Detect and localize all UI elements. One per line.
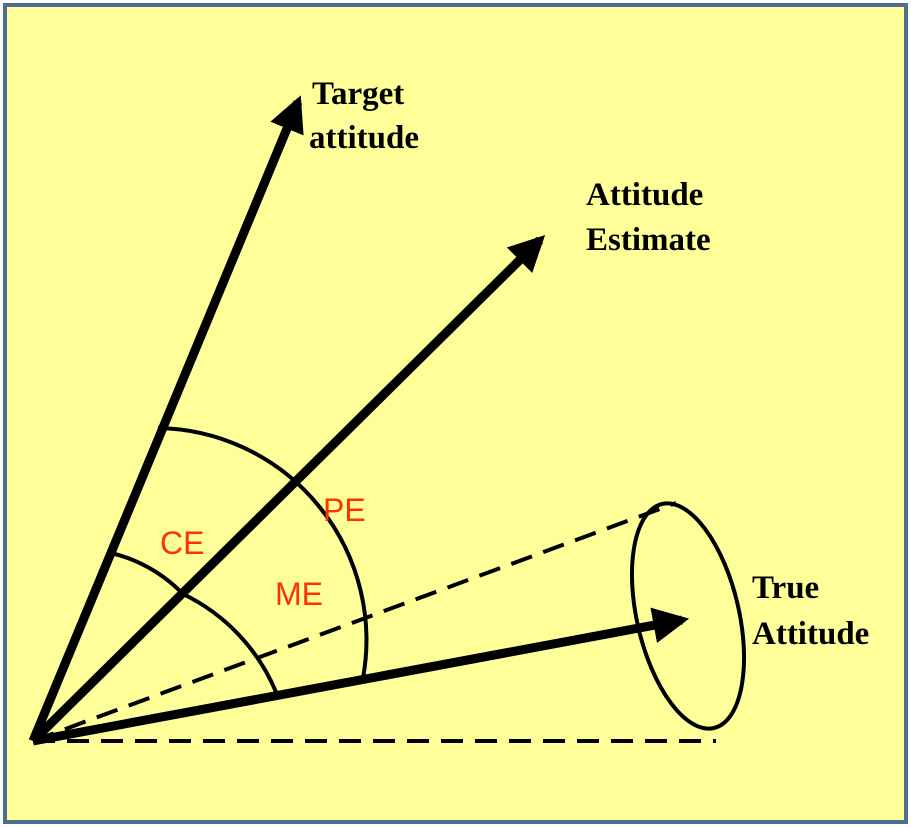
- target-attitude-arrow: [28, 95, 304, 743]
- pe-error-label: PE: [323, 492, 366, 528]
- me-angle-arc: [182, 592, 278, 693]
- cone-upper-dashed-line: [32, 501, 677, 743]
- true-attitude-label-line2: Attitude: [752, 616, 869, 652]
- pe-angle-arc: [157, 426, 369, 679]
- target-attitude-label-line2: attitude: [309, 120, 419, 156]
- target-attitude-label-line1: Target: [312, 76, 404, 112]
- attitude-estimate-arrow: [29, 234, 546, 745]
- ce-angle-arc: [110, 551, 183, 594]
- true-attitude-arrow: [32, 607, 690, 746]
- true-attitude-label-line1: True: [752, 570, 819, 606]
- ce-error-label: CE: [160, 525, 204, 561]
- me-error-label: ME: [275, 576, 323, 612]
- attitude-estimate-label-line1: Attitude: [586, 177, 703, 213]
- diagram-background: [3, 3, 908, 824]
- attitude-estimate-label-line2: Estimate: [586, 222, 711, 258]
